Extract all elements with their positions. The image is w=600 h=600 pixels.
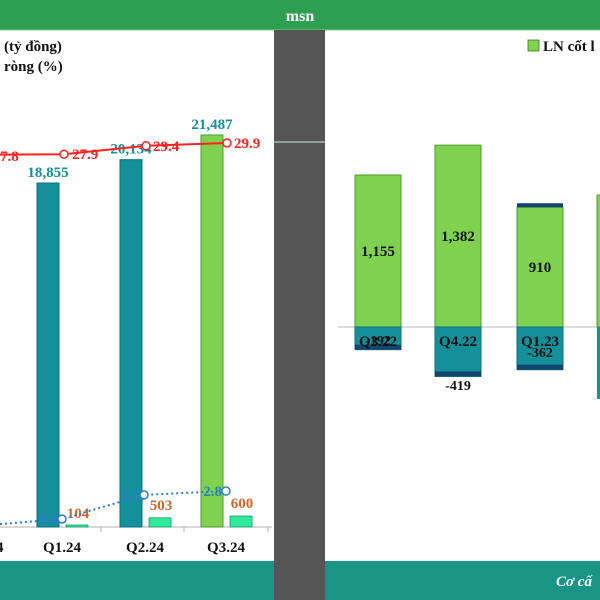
middle-divider [274, 30, 325, 600]
revenue-bar [36, 182, 60, 528]
other-profit-label: -362 [527, 346, 553, 361]
margin-label: 29.9 [234, 136, 260, 152]
left-legend-line-2: ròng (%) [4, 59, 63, 75]
left-category-label-partial: 4 [0, 540, 4, 556]
left-category-label: Q3.24 [207, 540, 245, 556]
roe-point [139, 490, 149, 500]
left-chart: (tỷ đồng) ròng (%) Q1.24 Q2.24 Q3.24 4 18,85… [0, 39, 272, 556]
roe-label: 2.8 [203, 484, 222, 500]
other-profit-bar [434, 326, 482, 377]
core-profit-bar-partial [596, 194, 600, 328]
margin-label-prev: 7.8 [0, 149, 19, 165]
other-profit-label: -419 [445, 379, 471, 394]
footer-bar-left [0, 561, 274, 600]
left-category-label: Q2.24 [126, 540, 164, 556]
revenue-bar [200, 134, 224, 528]
roe-point [221, 486, 231, 496]
profit-bar [229, 515, 253, 528]
roe-label: 0.6 [39, 512, 58, 528]
profit-label: 503 [150, 498, 173, 514]
left-legend-line-1: (tỷ đồng) [4, 39, 62, 55]
other-profit-base [355, 344, 401, 350]
roe-label: 2.5 [121, 488, 140, 504]
header-title: msn [286, 8, 315, 25]
margin-point [141, 141, 151, 151]
footer-bar-right [325, 561, 600, 600]
margin-line [0, 142, 228, 156]
right-legend-swatch [527, 39, 540, 52]
revenue-bar [119, 159, 143, 528]
profit-label: 104 [67, 506, 90, 522]
right-category-label: Q3.22 [359, 334, 397, 350]
margin-label: 27.9 [72, 147, 98, 163]
footer-caption: Cơ cấ [556, 574, 593, 590]
right-category-label: Q1.23 [521, 334, 559, 350]
profit-bar [148, 517, 172, 528]
core-profit-bar [516, 206, 564, 328]
core-profit-cap [517, 203, 563, 208]
header-bar [0, 0, 600, 30]
core-profit-label: 910 [529, 260, 552, 276]
core-profit-label: 1,155 [361, 244, 395, 260]
right-chart: LN cốt l 1,155 Q3.22-192 1,382 Q4.22 -419 910… [338, 39, 600, 399]
profit-label: 600 [231, 496, 254, 512]
other-profit-bar [516, 326, 564, 371]
other-profit-label: -192 [365, 334, 391, 349]
other-profit-bar-partial [597, 327, 600, 399]
right-category-label: Q4.22 [439, 334, 477, 350]
roe-line [0, 490, 227, 526]
revenue-label: 18,855 [27, 165, 68, 181]
core-profit-label: 1,382 [441, 229, 475, 245]
core-profit-bar [354, 174, 402, 328]
roe-point [57, 514, 67, 524]
margin-point [222, 138, 232, 148]
left-category-label: Q1.24 [43, 540, 81, 556]
profit-bar [65, 524, 89, 528]
other-profit-base [517, 364, 563, 370]
right-legend-label: LN cốt l [543, 39, 595, 55]
revenue-label: 21,487 [191, 117, 233, 133]
margin-label: 29.4 [153, 139, 180, 155]
margin-point [59, 149, 69, 159]
other-profit-base [435, 371, 481, 377]
